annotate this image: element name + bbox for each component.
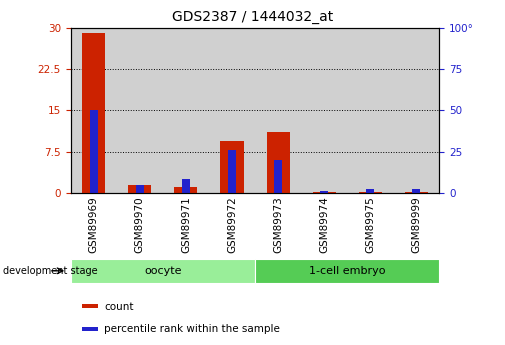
Bar — [255, 259, 439, 283]
Bar — [82, 327, 98, 331]
Bar — [182, 179, 190, 193]
Text: oocyte: oocyte — [144, 266, 182, 276]
Bar — [136, 185, 144, 193]
Bar — [117, 28, 163, 193]
Bar — [320, 191, 328, 193]
Text: development stage: development stage — [3, 266, 97, 276]
Text: percentile rank within the sample: percentile rank within the sample — [104, 325, 280, 334]
Bar — [267, 132, 289, 193]
Bar — [71, 259, 255, 283]
Bar — [347, 28, 393, 193]
Bar — [301, 28, 347, 193]
Bar — [405, 191, 428, 193]
Bar — [209, 28, 255, 193]
Bar — [274, 160, 282, 193]
Bar — [313, 191, 336, 193]
Bar — [163, 28, 209, 193]
Bar — [82, 33, 105, 193]
Bar — [359, 192, 382, 193]
Bar — [174, 187, 197, 193]
Bar — [128, 185, 152, 193]
Bar — [393, 28, 439, 193]
Bar — [221, 141, 243, 193]
Text: GDS2387 / 1444032_at: GDS2387 / 1444032_at — [172, 10, 333, 24]
Bar — [89, 110, 98, 193]
Bar — [255, 28, 301, 193]
Text: count: count — [104, 302, 133, 312]
Bar — [412, 189, 421, 193]
Bar — [71, 28, 117, 193]
Bar — [82, 304, 98, 308]
Text: 1-cell embryo: 1-cell embryo — [309, 266, 385, 276]
Bar — [228, 150, 236, 193]
Bar — [366, 189, 374, 193]
